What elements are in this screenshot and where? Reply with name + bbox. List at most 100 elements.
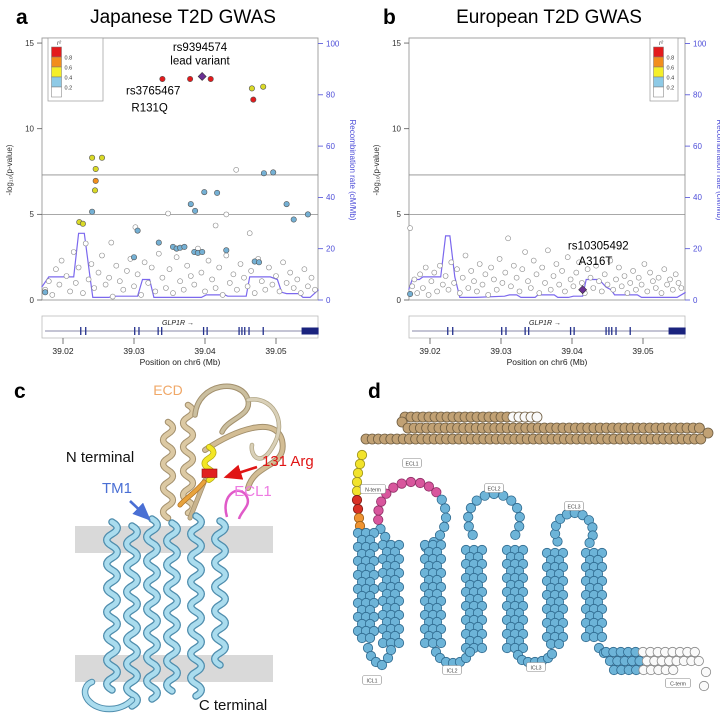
arrow-to-tm1: [129, 500, 151, 521]
gwas-point-gray: [650, 278, 656, 285]
gwas-point-gray: [166, 266, 173, 273]
gwas-point-gray: [547, 286, 554, 293]
gwas-point-gray: [428, 278, 435, 285]
gwas-point-gray: [451, 280, 457, 286]
gwas-point-gray: [246, 230, 253, 236]
legend-swatch: [653, 46, 664, 58]
gwas-point-gray: [262, 286, 269, 293]
y-right-tick-label: 80: [326, 91, 335, 100]
gwas-point-gray: [434, 288, 440, 295]
gwas-point-gray: [212, 222, 219, 229]
gwas-point-gray: [624, 290, 631, 296]
gwas-point-gray: [627, 280, 634, 286]
tm-helix: [212, 518, 228, 668]
panel-d-letter: d: [368, 380, 381, 403]
gwas-point-r02: [192, 207, 199, 214]
legend-swatch: [51, 66, 62, 78]
gwas-point-gray: [233, 167, 239, 173]
loop-label-box-icl2: [442, 665, 462, 675]
gwas-point-gray: [88, 261, 95, 267]
gwas-point-gray: [431, 269, 438, 276]
variant-annotation: rs3765467: [126, 85, 180, 97]
gwas-point-gray: [209, 276, 215, 283]
residue-bead: [702, 427, 714, 439]
residue-bead: [465, 502, 476, 514]
residue-bead: [689, 646, 700, 658]
gwas-point-gray: [152, 288, 159, 295]
variant-annotation: A316T: [578, 256, 612, 268]
y-right-tick-label: 60: [326, 142, 335, 151]
gwas-point-gray: [49, 292, 56, 298]
legend-title: r²: [57, 41, 62, 47]
gwas-point-gray: [667, 276, 673, 283]
gwas-point-gray: [584, 266, 591, 273]
gwas-point-gray: [106, 274, 112, 281]
loop-label-n_term: N-term: [365, 488, 381, 494]
residue-bead: [352, 467, 364, 479]
gwas-point-gray: [159, 274, 166, 281]
loop-label-icl1: ICL1: [367, 679, 378, 685]
gwas-point-gray: [445, 286, 452, 293]
gwas-point-gray: [437, 262, 443, 269]
gwas-point-r02: [255, 259, 262, 266]
gwas-point-gray: [630, 268, 636, 274]
gwas-point-r06: [92, 177, 99, 184]
gwas-point-gray: [251, 290, 258, 296]
gwas-point-gray: [647, 269, 653, 276]
residue-bead: [476, 642, 488, 654]
ecd-helix: [160, 419, 176, 521]
residue-bead: [694, 422, 705, 434]
gwas-point-gray: [258, 278, 265, 285]
loop-label-icl3: ICL3: [531, 666, 542, 672]
gwas-point-gray: [417, 271, 423, 278]
gwas-point-r02: [260, 170, 267, 177]
gwas-point-r02: [42, 289, 49, 296]
gwas-point-r04: [89, 154, 96, 161]
gwas-point-gray: [579, 280, 585, 286]
legend-title: r²: [659, 41, 664, 47]
gwas-point-gray: [287, 269, 294, 276]
residue-bead: [463, 511, 474, 523]
panel-a-letter: a: [16, 6, 28, 29]
gwas-point-gray: [439, 281, 446, 288]
residue-bead: [439, 521, 450, 533]
gwas-point-gray: [652, 285, 659, 291]
lead-variant-point: [197, 72, 207, 81]
gwas-point-gray: [590, 285, 597, 291]
gwas-point-gray: [562, 288, 568, 295]
gwas-point-gray: [108, 239, 115, 246]
residue-bead: [700, 666, 712, 678]
gwas-point-gray: [53, 266, 59, 273]
residue-bead: [467, 529, 478, 541]
gwas-point-gray: [269, 281, 276, 288]
y-left-tick-label: 15: [392, 39, 401, 48]
gwas-point-gray: [273, 273, 279, 279]
x-tick-label: 39.05: [265, 346, 287, 356]
y-left-tick-label: 0: [397, 296, 402, 305]
residue-bead: [435, 637, 447, 649]
gwas-point-r08: [159, 76, 166, 83]
variant-annotation: R131Q: [131, 103, 167, 115]
gwas-point-gray: [95, 269, 102, 276]
residue-bead: [514, 511, 525, 523]
gwas-point-gray: [177, 278, 183, 285]
gwas-point-gray: [567, 276, 574, 283]
gwas-point-gray: [610, 286, 617, 293]
residue-bead: [506, 495, 517, 506]
gwas-point-gray: [678, 285, 685, 291]
gwas-point-gray: [576, 259, 582, 266]
gwas-point-gray: [573, 269, 580, 276]
gwas-point-gray: [237, 261, 244, 267]
gwas-point-gray: [131, 283, 137, 290]
gwas-point-gray: [593, 262, 599, 269]
gwas-point-gray: [661, 266, 668, 273]
gwas-point-gray: [422, 264, 429, 271]
residue-bead: [388, 482, 399, 493]
residue-bead: [514, 521, 525, 532]
gwas-point-gray: [188, 273, 194, 279]
legend-swatch: [653, 66, 664, 78]
tm-helix: [104, 519, 120, 693]
gwas-point-gray: [80, 290, 86, 296]
residue-bead: [698, 680, 710, 692]
